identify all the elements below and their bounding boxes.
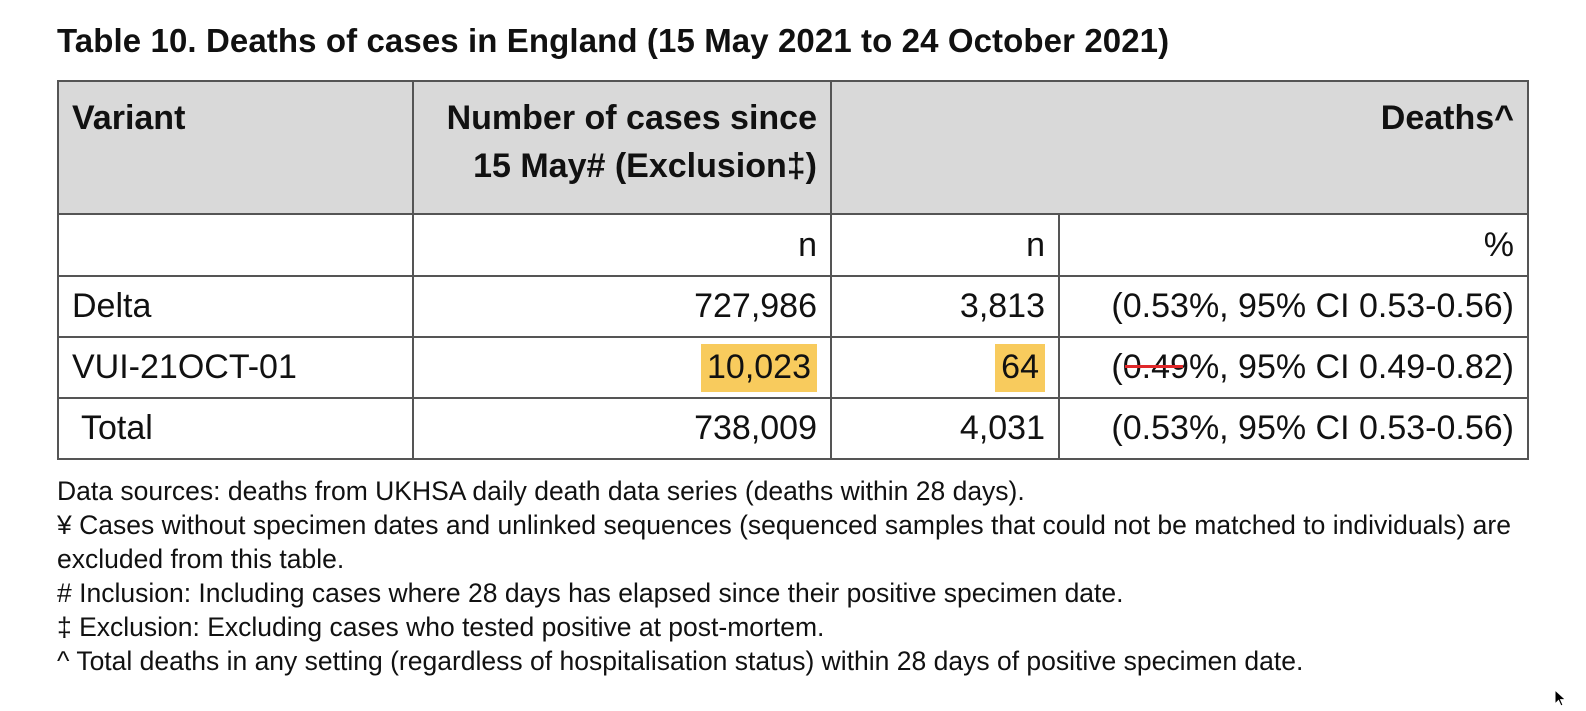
- variant-cell: VUI-21OCT-01: [57, 336, 414, 399]
- deaths-table: Variant Number of cases since 15 May# (E…: [57, 80, 1529, 460]
- pct-value: 0.53: [1122, 409, 1189, 447]
- mouse-pointer-icon: [1554, 689, 1567, 707]
- variant-cell: Delta: [57, 275, 414, 338]
- subheader-variant: [57, 213, 414, 277]
- table-row: VUI-21OCT-01 10,023 64 (0.49%, 95% CI 0.…: [57, 336, 1529, 399]
- pct-rest: %, 95% CI 0.53-0.56): [1188, 287, 1514, 325]
- header-cases-line1: Number of cases since: [446, 99, 817, 137]
- footnote-exclusion: ‡ Exclusion: Excluding cases who tested …: [57, 612, 825, 642]
- cases-cell: 727,986: [412, 275, 832, 338]
- subheader-deaths-n: n: [830, 213, 1060, 277]
- deaths-cell: 64: [830, 336, 1060, 399]
- pct-open: (: [1111, 287, 1123, 325]
- red-strikethrough-mark: [1125, 365, 1184, 368]
- pct-open: (: [1111, 409, 1123, 447]
- cases-cell: 738,009: [412, 397, 832, 460]
- pct-rest: %, 95% CI 0.49-0.82): [1188, 348, 1514, 386]
- pct-open: (: [1111, 348, 1123, 386]
- death-rate-cell: (0.53%, 95% CI 0.53-0.56): [1058, 275, 1529, 338]
- subheader-deaths-pct: %: [1058, 213, 1529, 277]
- table-title: Table 10. Deaths of cases in England (15…: [57, 22, 1170, 59]
- header-cases-line2: 15 May# (Exclusion‡): [473, 147, 817, 185]
- death-rate-cell: (0.49%, 95% CI 0.49-0.82): [1058, 336, 1529, 399]
- highlighted-deaths-value: 64: [995, 344, 1045, 392]
- pct-rest: %, 95% CI 0.53-0.56): [1188, 409, 1514, 447]
- table-row: Total 738,009 4,031 (0.53%, 95% CI 0.53-…: [57, 397, 1529, 460]
- highlighted-cases-value: 10,023: [701, 344, 817, 392]
- footnote-data-sources: Data sources: deaths from UKHSA daily de…: [57, 476, 1025, 506]
- footnote-inclusion: # Inclusion: Including cases where 28 da…: [57, 578, 1124, 608]
- deaths-cell: 3,813: [830, 275, 1060, 338]
- table-footnotes: Data sources: deaths from UKHSA daily de…: [57, 474, 1527, 678]
- cases-cell: 10,023: [412, 336, 832, 399]
- header-variant: Variant: [57, 80, 414, 215]
- deaths-cell: 4,031: [830, 397, 1060, 460]
- header-deaths: Deaths^: [830, 80, 1529, 215]
- table-header-row: Variant Number of cases since 15 May# (E…: [57, 80, 1529, 215]
- subheader-cases-n: n: [412, 213, 832, 277]
- table-row: Delta 727,986 3,813 (0.53%, 95% CI 0.53-…: [57, 275, 1529, 338]
- header-number-of-cases: Number of cases since 15 May# (Exclusion…: [412, 80, 832, 215]
- footnote-total-deaths: ^ Total deaths in any setting (regardles…: [57, 646, 1304, 676]
- variant-cell: Total: [57, 397, 414, 460]
- pct-value: 0.53: [1122, 287, 1189, 325]
- table-subheader-row: n n %: [57, 213, 1529, 277]
- footnote-unlinked-cases: ¥ Cases without specimen dates and unlin…: [57, 510, 1511, 574]
- death-rate-cell: (0.53%, 95% CI 0.53-0.56): [1058, 397, 1529, 460]
